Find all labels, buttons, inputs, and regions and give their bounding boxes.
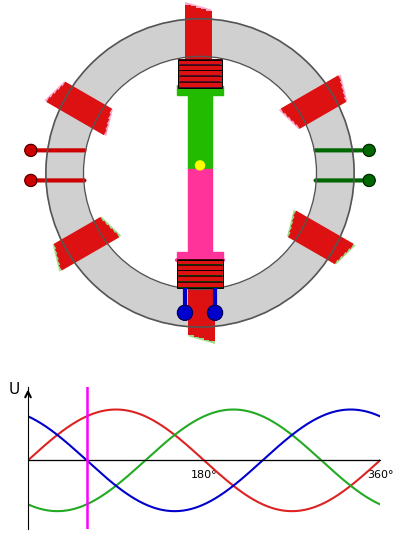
Polygon shape [293,211,354,249]
Polygon shape [54,89,110,125]
Bar [178,64,222,70]
Polygon shape [289,86,344,121]
Bar [178,76,222,81]
Polygon shape [296,97,346,129]
Polygon shape [281,75,341,114]
Ellipse shape [178,82,222,91]
Polygon shape [50,93,108,130]
Polygon shape [62,82,112,114]
Bar [176,276,224,281]
Bar [176,276,224,281]
Polygon shape [58,228,115,265]
Polygon shape [279,75,347,129]
Polygon shape [195,8,201,68]
Polygon shape [199,278,205,338]
Circle shape [363,175,375,186]
Polygon shape [289,227,342,260]
Polygon shape [287,210,356,264]
Bar [176,259,224,264]
Bar [178,86,222,95]
Bar [178,252,222,260]
Bar [176,281,224,287]
Polygon shape [46,97,107,135]
Circle shape [178,305,192,320]
Polygon shape [206,11,212,64]
Polygon shape [293,91,345,125]
Polygon shape [194,280,200,337]
Bar [178,59,222,64]
Circle shape [363,144,375,156]
Circle shape [84,56,316,289]
Bar [178,59,222,64]
Bar [176,260,224,288]
Bar [178,64,222,70]
Polygon shape [56,224,111,260]
Polygon shape [53,217,121,271]
Polygon shape [44,82,113,136]
Polygon shape [58,85,111,119]
Bar [176,281,224,287]
Bar [178,70,222,75]
Bar [176,259,224,264]
Polygon shape [292,216,350,253]
Bar [188,169,212,252]
Polygon shape [55,221,107,255]
Polygon shape [54,217,104,249]
Polygon shape [189,273,215,344]
Bar [178,82,222,86]
Text: U: U [8,382,20,397]
Circle shape [25,144,37,156]
Bar [176,270,224,275]
Circle shape [25,175,37,186]
Polygon shape [285,81,342,118]
Bar [176,265,224,270]
Polygon shape [209,275,216,342]
Bar [178,76,222,81]
Polygon shape [200,9,206,66]
Polygon shape [204,277,210,340]
Polygon shape [185,2,211,74]
Circle shape [46,19,354,327]
Bar [176,265,224,270]
Bar [178,70,222,75]
Bar [188,86,212,169]
Bar [178,60,222,88]
Bar [180,60,220,88]
Ellipse shape [176,256,224,264]
Polygon shape [288,232,338,264]
Polygon shape [188,281,194,335]
Polygon shape [190,6,196,69]
Bar [178,82,222,86]
Polygon shape [290,221,346,257]
Circle shape [208,305,222,320]
Polygon shape [184,4,191,71]
Circle shape [196,161,204,170]
Bar [178,260,222,288]
Bar [176,270,224,275]
Polygon shape [59,232,119,271]
